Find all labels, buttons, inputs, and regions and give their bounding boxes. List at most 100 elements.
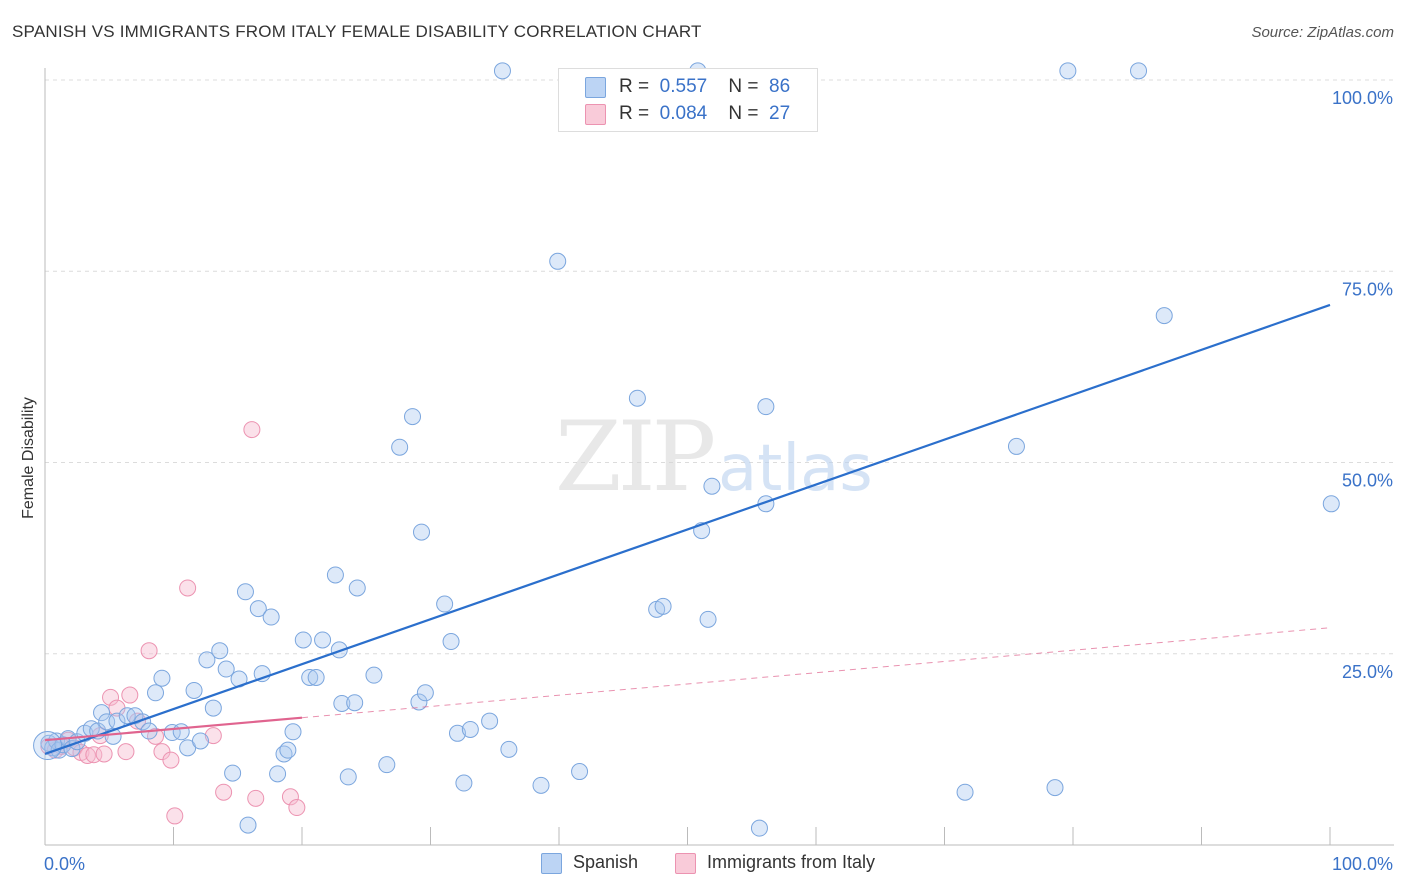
spanish-point (699, 610, 717, 628)
spanish-point (339, 768, 357, 786)
italy-point (179, 579, 197, 597)
spanish-point (654, 597, 672, 615)
spanish-point (284, 723, 302, 741)
x-tick-label-max: 100.0% (1332, 854, 1393, 874)
spanish-point (239, 816, 257, 834)
italy-points (40, 421, 306, 825)
spanish-point (1046, 779, 1064, 797)
chart-title: SPANISH VS IMMIGRANTS FROM ITALY FEMALE … (12, 22, 702, 41)
italy-point (117, 743, 135, 761)
tick-labels: 25.0% 50.0% 75.0% 100.0% 0.0% 100.0% (44, 88, 1393, 874)
italy-point (95, 745, 113, 763)
spanish-point (532, 776, 550, 794)
x-tick-label-min: 0.0% (44, 854, 85, 874)
legend-n-value: 27 (769, 103, 791, 124)
spanish-point (442, 633, 460, 651)
italy-trend-line (44, 716, 303, 742)
spanish-point (93, 704, 111, 722)
spanish-point (757, 398, 775, 416)
legend-text-spanish: R = 0.557 N = 86 (619, 76, 790, 98)
italy-point (288, 799, 306, 817)
spanish-point (147, 684, 165, 702)
spanish-point (153, 669, 171, 687)
spanish-point (416, 684, 434, 702)
trend-lines (44, 303, 1331, 756)
y-tick-label: 75.0% (1342, 279, 1393, 299)
italy-point (102, 688, 120, 706)
spanish-point (1059, 62, 1077, 80)
italy-point (243, 421, 261, 439)
spanish-point (378, 756, 396, 774)
spanish-point (461, 720, 479, 738)
italy-point (215, 783, 233, 801)
spanish-point (703, 477, 721, 495)
bottom-legend-label: Spanish (573, 852, 639, 872)
legend-n-value: 86 (769, 76, 791, 97)
bottom-legend-label: Immigrants from Italy (707, 852, 876, 872)
spanish-point (294, 631, 312, 649)
spanish-point (262, 608, 280, 626)
spanish-point (571, 763, 589, 781)
spanish-point (185, 681, 203, 699)
spanish-point (314, 631, 332, 649)
spanish-point (249, 600, 267, 618)
spanish-point (191, 732, 209, 750)
watermark-atlas: atlas (718, 432, 873, 506)
bottom-swatch-italy (675, 853, 696, 874)
legend-n-label: N = (728, 76, 759, 97)
bottom-swatch-spanish (541, 853, 562, 874)
italy-point (140, 642, 158, 660)
italy-point (121, 686, 139, 704)
spanish-point (410, 693, 428, 711)
spanish-point (172, 723, 190, 741)
spanish-point (211, 642, 229, 660)
legend-r-label: R = (619, 76, 650, 97)
y-tick-label: 100.0% (1332, 88, 1393, 108)
italy-trend-line-extension (301, 627, 1331, 719)
spanish-point (279, 741, 297, 759)
spanish-point (628, 389, 646, 407)
spanish-point (269, 765, 287, 783)
spanish-point (956, 783, 974, 801)
chart-source: Source: ZipAtlas.com (1251, 24, 1394, 41)
spanish-trend-line (44, 303, 1331, 756)
spanish-point (198, 651, 216, 669)
spanish-point (750, 819, 768, 837)
spanish-point (481, 712, 499, 730)
italy-point (281, 788, 299, 806)
legend-swatch-italy (585, 104, 606, 125)
spanish-point (404, 408, 422, 426)
grid-lines (45, 79, 1394, 655)
spanish-point (301, 668, 319, 686)
spanish-point (326, 566, 344, 584)
italy-point (78, 746, 96, 764)
spanish-point (391, 438, 409, 456)
spanish-point (448, 724, 466, 742)
spanish-point (500, 740, 518, 758)
legend-r-value: 0.084 (659, 103, 708, 124)
spanish-point (348, 579, 366, 597)
y-tick-label: 50.0% (1342, 471, 1393, 491)
spanish-points (33, 62, 1340, 837)
legend-n-label: N = (728, 103, 759, 124)
italy-point (166, 807, 184, 825)
spanish-point (224, 764, 242, 782)
italy-point (162, 751, 180, 769)
spanish-point (33, 731, 63, 761)
spanish-point (307, 668, 325, 686)
spanish-point (204, 699, 222, 717)
spanish-point (236, 583, 254, 601)
watermark: ZIP atlas (555, 401, 873, 513)
axes (44, 68, 1394, 846)
spanish-point (413, 523, 431, 541)
legend-swatch-spanish (585, 77, 606, 98)
stats-legend: R = 0.557 N = 86 R = 0.084 N = 27 (558, 68, 818, 132)
legend-text-italy: R = 0.084 N = 27 (619, 103, 790, 125)
spanish-point (346, 694, 364, 712)
spanish-point (1007, 437, 1025, 455)
italy-point (247, 789, 265, 807)
spanish-point (1130, 62, 1148, 80)
spanish-point (1322, 495, 1340, 513)
legend-r-label: R = (619, 103, 650, 124)
